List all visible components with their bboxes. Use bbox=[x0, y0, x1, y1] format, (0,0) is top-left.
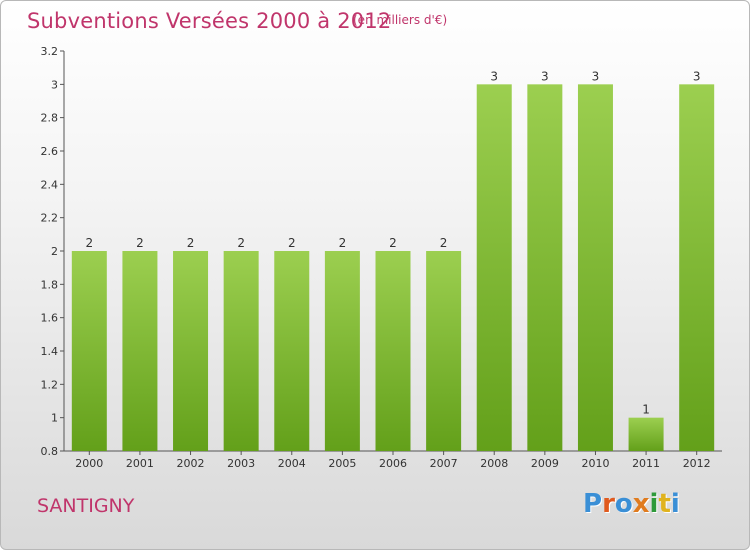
y-tick-label: 1 bbox=[51, 412, 58, 425]
bar-2009 bbox=[527, 84, 563, 451]
x-tick-label: 2006 bbox=[379, 457, 407, 470]
bar-value-label: 2 bbox=[85, 236, 93, 250]
bar-value-label: 2 bbox=[339, 236, 347, 250]
x-tick-label: 2004 bbox=[278, 457, 306, 470]
bar-value-label: 2 bbox=[237, 236, 245, 250]
bar-2003 bbox=[223, 251, 259, 451]
bar-value-label: 2 bbox=[440, 236, 448, 250]
bar-2002 bbox=[173, 251, 209, 451]
chart-bars bbox=[71, 84, 715, 451]
bar-2012 bbox=[679, 84, 715, 451]
logo-letter: o bbox=[614, 489, 633, 519]
bar-value-label: 3 bbox=[592, 69, 600, 83]
x-tick-label: 2008 bbox=[480, 457, 508, 470]
bar-value-label: 3 bbox=[693, 69, 701, 83]
y-tick-label: 2.8 bbox=[41, 112, 59, 125]
bar-value-label: 3 bbox=[490, 69, 498, 83]
chart-subtitle: (en milliers d'€) bbox=[353, 13, 448, 27]
y-tick-label: 0.8 bbox=[41, 445, 59, 458]
y-tick-label: 1.8 bbox=[41, 278, 59, 291]
y-tick-label: 3.2 bbox=[41, 45, 59, 58]
bar-value-label: 3 bbox=[541, 69, 549, 83]
logo-letter: i bbox=[670, 489, 680, 519]
y-tick-label: 2.6 bbox=[41, 145, 59, 158]
y-tick-label: 1.2 bbox=[41, 378, 59, 391]
x-tick-label: 2001 bbox=[126, 457, 154, 470]
y-tick-label: 2.4 bbox=[41, 178, 59, 191]
logo-letter: i bbox=[649, 489, 659, 519]
chart-title: Subventions Versées 2000 à 2012 bbox=[27, 9, 392, 33]
bar-value-label: 2 bbox=[389, 236, 397, 250]
x-tick-label: 2007 bbox=[430, 457, 458, 470]
x-tick-label: 2012 bbox=[683, 457, 711, 470]
bar-value-label: 2 bbox=[136, 236, 144, 250]
bar-2010 bbox=[577, 84, 613, 451]
bar-2011 bbox=[628, 417, 664, 451]
bar-2008 bbox=[476, 84, 512, 451]
logo-letter: x bbox=[632, 489, 650, 519]
y-tick-label: 1.6 bbox=[41, 312, 59, 325]
x-tick-label: 2011 bbox=[632, 457, 660, 470]
bar-value-label: 2 bbox=[288, 236, 296, 250]
x-tick-label: 2000 bbox=[75, 457, 103, 470]
proxiti-logo: Proxiti bbox=[583, 489, 680, 519]
bar-2007 bbox=[426, 251, 462, 451]
x-tick-label: 2002 bbox=[177, 457, 205, 470]
bar-2005 bbox=[324, 251, 360, 451]
bar-2006 bbox=[375, 251, 411, 451]
logo-letter: r bbox=[602, 489, 615, 519]
y-tick-label: 2 bbox=[51, 245, 58, 258]
logo-letter: P bbox=[583, 489, 603, 519]
bar-2000 bbox=[71, 251, 107, 451]
bar-value-label: 1 bbox=[642, 403, 650, 417]
commune-name: SANTIGNY bbox=[37, 495, 135, 517]
x-tick-label: 2010 bbox=[581, 457, 609, 470]
bar-2001 bbox=[122, 251, 158, 451]
x-tick-label: 2005 bbox=[328, 457, 356, 470]
logo-letter: t bbox=[658, 489, 671, 519]
x-tick-label: 2003 bbox=[227, 457, 255, 470]
bar-2004 bbox=[274, 251, 310, 451]
chart-labels: 2000 2 2001 2 2002 2 2003 2 2004 2 2005 2 2006 2 2007 2… bbox=[75, 69, 710, 470]
bar-value-label: 2 bbox=[187, 236, 195, 250]
y-tick-label: 1.4 bbox=[41, 345, 59, 358]
y-tick-label: 2.2 bbox=[41, 212, 59, 225]
y-tick-label: 3 bbox=[51, 78, 58, 91]
x-tick-label: 2009 bbox=[531, 457, 559, 470]
